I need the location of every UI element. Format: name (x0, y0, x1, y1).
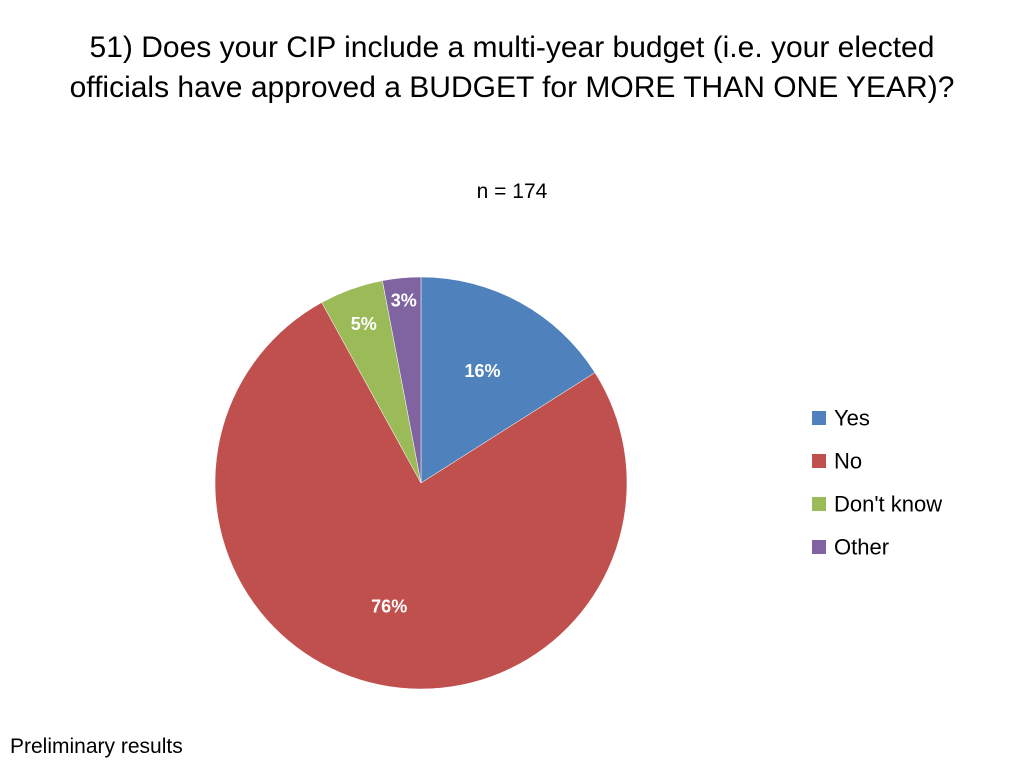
pie-slices (214, 276, 628, 690)
pie-data-labels: 16% 76% 5% 3% (351, 291, 501, 617)
preliminary-note: Preliminary results (10, 735, 183, 758)
pie-slice-no (214, 302, 628, 690)
legend-swatch-other (812, 540, 826, 554)
data-label-no: 76% (371, 597, 407, 617)
data-label-yes: 16% (464, 361, 500, 381)
chart-subtitle: n = 174 (476, 180, 548, 203)
legend-label-don-t-know: Don't know (834, 492, 942, 517)
legend-label-yes: Yes (834, 406, 870, 431)
legend-swatch-don-t-know (812, 497, 826, 511)
legend-label-other: Other (834, 535, 889, 560)
pie-slice-other (382, 276, 422, 484)
legend-swatch-yes (812, 411, 826, 425)
chart-legend: Yes No Don't know Other (812, 406, 942, 560)
pie-slice-yes (420, 276, 596, 484)
legend-swatch-no (812, 454, 826, 468)
data-label-don-t-know: 5% (351, 314, 377, 334)
chart-title: 51) Does your CIP include a multi-year b… (69, 31, 955, 104)
legend-label-no: No (834, 449, 862, 474)
data-label-other: 3% (391, 291, 417, 311)
